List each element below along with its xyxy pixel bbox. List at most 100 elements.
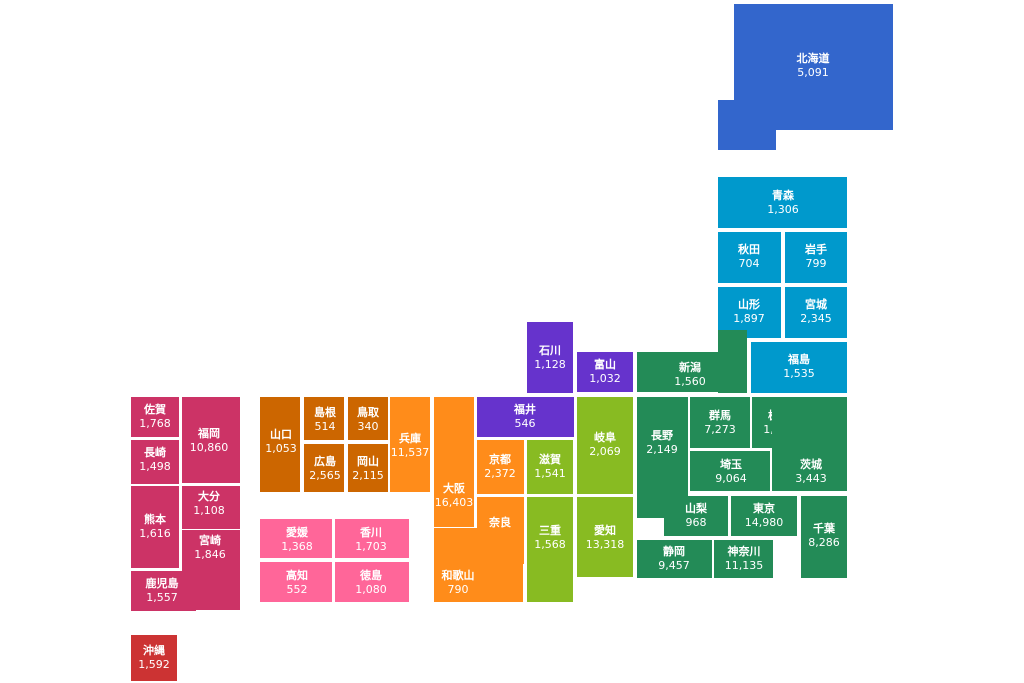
prefecture-name: 長崎 (144, 446, 166, 459)
prefecture-value: 2,345 (800, 312, 832, 325)
prefecture-value: 7,273 (704, 423, 736, 436)
prefecture-value: 9,457 (658, 559, 690, 572)
prefecture-value: 10,860 (189, 441, 229, 454)
prefecture-name: 群馬 (709, 409, 731, 422)
prefecture-tile (131, 571, 196, 611)
prefecture-label: 沖縄 1,592 (138, 644, 170, 672)
prefecture-tile (131, 397, 179, 437)
prefecture-name: 京都 (489, 453, 511, 466)
prefecture-tile (714, 540, 773, 578)
prefecture-name: 福島 (788, 353, 810, 366)
prefecture-tile (182, 397, 240, 483)
prefecture-label: 山口 1,053 (265, 428, 297, 456)
prefecture-tile (808, 397, 847, 491)
prefecture-name: 高知 (286, 569, 308, 582)
prefecture-label: 鳥取 340 (357, 406, 379, 434)
prefecture-tile (348, 444, 388, 492)
prefecture-tile (260, 519, 332, 558)
prefecture-tile (577, 397, 633, 494)
prefecture-tile (785, 287, 847, 338)
prefecture-tile (577, 352, 633, 392)
prefecture-name: 香川 (360, 526, 382, 539)
prefecture-label: 滋賀 1,541 (534, 453, 566, 481)
prefecture-tile (199, 530, 240, 610)
prefecture-label: 和歌山 790 (442, 569, 475, 597)
prefecture-tile (182, 486, 240, 529)
prefecture-tile (304, 397, 344, 440)
prefecture-value: 16,403 (434, 496, 474, 509)
prefecture-name: 千葉 (813, 522, 835, 535)
prefecture-tile (690, 397, 750, 448)
prefecture-tile (577, 497, 633, 577)
prefecture-label: 岡山 2,115 (352, 455, 384, 483)
prefecture-label: 石川 1,128 (534, 344, 566, 372)
prefecture-label: 山形 1,897 (733, 298, 765, 326)
prefecture-label: 兵庫 11,537 (391, 432, 430, 460)
prefecture-label: 愛知 13,318 (586, 524, 625, 552)
prefecture-tile (718, 232, 781, 283)
prefecture-tile (260, 562, 332, 602)
prefecture-label: 茨城 3,443 (795, 458, 827, 486)
prefecture-tile (477, 397, 574, 437)
prefecture-label: 熊本 1,616 (139, 513, 171, 541)
prefecture-name: 大分 (198, 490, 220, 503)
prefecture-value: 340 (357, 420, 379, 433)
prefecture-name: 福岡 (198, 427, 220, 440)
prefecture-label: 千葉 8,286 (808, 522, 840, 550)
prefecture-value: 1,541 (534, 467, 566, 480)
prefecture-label: 長野 2,149 (646, 429, 678, 457)
prefecture-value: 1,108 (193, 504, 225, 517)
prefecture-label: 広島 2,565 (309, 455, 341, 483)
prefecture-name: 三重 (539, 524, 561, 537)
prefecture-value: 1,560 (674, 375, 706, 388)
prefecture-value: 2,069 (589, 445, 621, 458)
prefecture-value: 1,080 (355, 583, 387, 596)
prefecture-name: 秋田 (738, 243, 760, 256)
prefecture-label: 静岡 9,457 (658, 545, 690, 573)
prefecture-value: 1,897 (733, 312, 765, 325)
prefecture-tile (690, 451, 770, 491)
prefecture-name: 茨城 (800, 458, 822, 471)
prefecture-value: 1,535 (783, 367, 815, 380)
prefecture-name: 鹿児島 (145, 577, 179, 590)
prefecture-label: 神奈川 11,135 (725, 545, 764, 573)
prefecture-label: 長崎 1,498 (139, 446, 171, 474)
prefecture-label: 京都 2,372 (484, 453, 516, 481)
prefecture-label: 宮崎 1,846 (194, 534, 226, 562)
prefecture-label: 東京 14,980 (745, 502, 784, 530)
prefecture-name: 福井 (514, 403, 536, 416)
prefecture-tile (527, 322, 573, 393)
prefecture-tile (335, 519, 409, 558)
prefecture-name: 山口 (270, 428, 292, 441)
prefecture-tile (637, 540, 712, 578)
prefecture-value: 1,032 (589, 372, 621, 385)
prefecture-name: 長野 (651, 429, 673, 442)
prefecture-tile (527, 497, 573, 602)
prefecture-value: 1,368 (281, 540, 313, 553)
prefecture-tile (335, 562, 409, 602)
prefecture-tile (131, 440, 179, 484)
prefecture-name: 広島 (314, 455, 336, 468)
prefecture-name: 島根 (314, 406, 336, 419)
prefecture-tile (390, 397, 430, 492)
prefecture-label: 岩手 799 (805, 243, 827, 271)
prefecture-label: 三重 1,568 (534, 524, 566, 552)
prefecture-value: 2,115 (352, 469, 384, 482)
prefecture-label: 愛媛 1,368 (281, 526, 313, 554)
prefecture-value: 13,318 (585, 538, 625, 551)
prefecture-name: 新潟 (679, 361, 701, 374)
prefecture-value: 546 (514, 417, 536, 430)
prefecture-tile (718, 177, 847, 228)
prefecture-value: 1,306 (767, 203, 799, 216)
prefecture-label: 徳島 1,080 (355, 569, 387, 597)
prefecture-tile (304, 444, 344, 492)
prefecture-name: 山梨 (685, 502, 707, 515)
prefecture-label: 富山 1,032 (589, 358, 621, 386)
prefecture-name: 青森 (772, 189, 794, 202)
prefecture-label: 福井 546 (514, 403, 536, 431)
prefecture-label: 北海道 5,091 (797, 52, 830, 80)
prefecture-name: 宮城 (805, 298, 827, 311)
prefecture-value: 14,980 (744, 516, 784, 529)
prefecture-label: 青森 1,306 (767, 189, 799, 217)
prefecture-label: 岐阜 2,069 (589, 431, 621, 459)
